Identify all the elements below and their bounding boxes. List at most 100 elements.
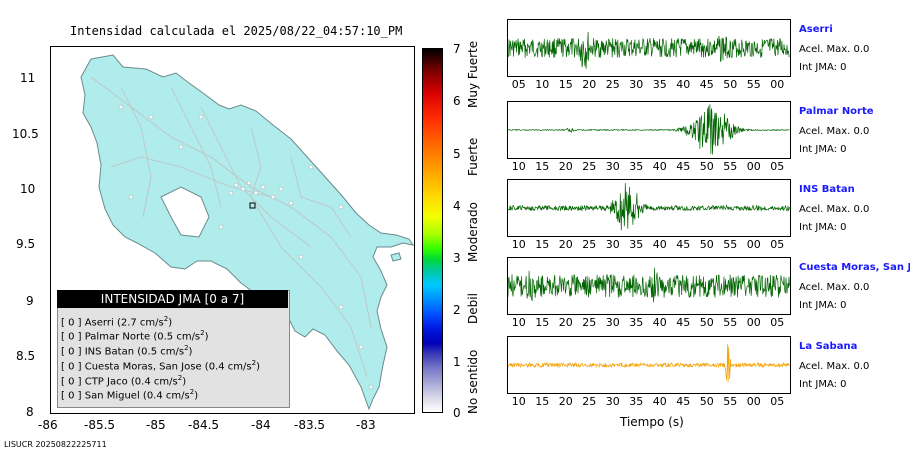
legend-station: San Miguel bbox=[84, 390, 140, 402]
waveform-trace bbox=[508, 183, 790, 231]
station-jma: Int JMA: 0 bbox=[799, 62, 847, 73]
waveform-tick-label: 25 bbox=[582, 395, 597, 408]
map-y-tick: 11 bbox=[20, 71, 36, 85]
legend-value: (0.5 cm/s bbox=[153, 331, 201, 343]
waveform-panel bbox=[507, 179, 791, 237]
legend-station: Palmar Norte bbox=[84, 331, 151, 343]
waveform-tick-label: 35 bbox=[652, 78, 667, 91]
legend-unit-exponent: 2 bbox=[163, 315, 169, 323]
waveform-tick-label: 35 bbox=[629, 238, 644, 251]
scale-category: Debil bbox=[466, 293, 480, 324]
legend-unit-exponent: 2 bbox=[177, 374, 183, 382]
legend-title: INTENSIDAD JMA [0 a 7] bbox=[57, 290, 288, 308]
waveform-plot bbox=[508, 183, 790, 231]
waveform-tick-label: 05 bbox=[511, 78, 526, 91]
legend-close-paren: ) bbox=[182, 376, 187, 388]
legend-station: Aserri bbox=[84, 317, 114, 329]
map-y-tick: 9 bbox=[26, 294, 34, 308]
waveform-tick-label: 20 bbox=[558, 395, 573, 408]
waveform-tick-label: 55 bbox=[723, 160, 738, 173]
station-accel: Acel. Max. 0.0 bbox=[799, 126, 870, 137]
waveform-tick-label: 00 bbox=[770, 78, 785, 91]
waveform-tick-label: 30 bbox=[605, 160, 620, 173]
scale-category: Fuerte bbox=[466, 137, 480, 176]
waveform-tick-label: 45 bbox=[676, 160, 691, 173]
waveform-tick-label: 05 bbox=[770, 395, 785, 408]
legend-value: (0.4 cm/s bbox=[130, 376, 178, 388]
station-name: Palmar Norte bbox=[799, 106, 874, 117]
waveform-tick-label: 30 bbox=[605, 238, 620, 251]
land-area bbox=[80, 54, 414, 411]
waveform-tick-label: 35 bbox=[629, 160, 644, 173]
legend-level: [ 0 ] bbox=[61, 361, 82, 373]
waveform-tick-label: 55 bbox=[723, 238, 738, 251]
scale-number: 0 bbox=[453, 406, 461, 420]
legend-unit-exponent: 2 bbox=[200, 329, 205, 337]
station-name: Cuesta Moras, San Jose bbox=[799, 262, 910, 273]
legend-row: [ 0 ] San Miguel (0.4 cm/s2) bbox=[61, 388, 198, 401]
scale-category: No sentido bbox=[466, 349, 480, 414]
station-accel: Acel. Max. 0.0 bbox=[799, 204, 870, 215]
populated-places bbox=[118, 104, 374, 390]
legend-level: [ 0 ] bbox=[61, 346, 82, 358]
waveform-tick-label: 30 bbox=[605, 395, 620, 408]
legend-value: (0.5 cm/s bbox=[137, 346, 185, 358]
waveform-trace bbox=[508, 344, 790, 383]
waveform-tick-label: 50 bbox=[699, 160, 714, 173]
waveform-plot bbox=[508, 31, 790, 69]
waveform-tick-label: 25 bbox=[582, 238, 597, 251]
waveform-panel bbox=[507, 101, 791, 159]
intensity-colorbar bbox=[422, 48, 443, 413]
map-x-tick: -84 bbox=[251, 418, 271, 432]
waveform-tick-label: 55 bbox=[723, 316, 738, 329]
waveform-plot bbox=[508, 344, 790, 383]
waveform-tick-label: 10 bbox=[511, 395, 526, 408]
waveform-plot bbox=[508, 267, 790, 303]
footer-id: LISUCR 20250822225711 bbox=[4, 440, 107, 449]
waveform-tick-label: 05 bbox=[770, 160, 785, 173]
map-x-tick: -83 bbox=[356, 418, 376, 432]
waveform-tick-label: 40 bbox=[652, 395, 667, 408]
legend-close-paren: ) bbox=[256, 361, 260, 373]
legend-row: [ 0 ] INS Batan (0.5 cm/s2) bbox=[61, 344, 192, 357]
waveform-tick-label: 40 bbox=[652, 238, 667, 251]
legend-station: INS Batan bbox=[84, 346, 135, 358]
map-x-tick: -84.5 bbox=[188, 418, 220, 432]
waveform-tick-label: 40 bbox=[652, 316, 667, 329]
scale-number: 2 bbox=[453, 303, 461, 317]
waveform-tick-label: 40 bbox=[676, 78, 691, 91]
station-name: Aserri bbox=[799, 24, 833, 35]
waveform-tick-label: 45 bbox=[676, 316, 691, 329]
waveform-tick-label: 30 bbox=[629, 78, 644, 91]
scale-number: 1 bbox=[453, 355, 461, 369]
waveform-tick-label: 25 bbox=[605, 78, 620, 91]
map-x-tick: -85 bbox=[146, 418, 166, 432]
waveform-tick-label: 10 bbox=[535, 78, 550, 91]
scale-number: 6 bbox=[453, 94, 461, 108]
waveform-panel bbox=[507, 336, 791, 394]
waveform-tick-label: 15 bbox=[558, 78, 573, 91]
epicenter-marker bbox=[249, 202, 256, 209]
station-jma: Int JMA: 0 bbox=[799, 379, 847, 390]
scale-number: 7 bbox=[453, 42, 461, 56]
legend-value: (0.4 cm/s bbox=[204, 361, 252, 373]
waveform-tick-label: 45 bbox=[676, 238, 691, 251]
map-x-tick: -83.5 bbox=[294, 418, 326, 432]
waveform-tick-label: 00 bbox=[746, 160, 761, 173]
map-title: Intensidad calculada el 2025/08/22_04:57… bbox=[70, 24, 403, 38]
legend-level: [ 0 ] bbox=[61, 331, 82, 343]
station-accel: Acel. Max. 0.0 bbox=[799, 361, 870, 372]
legend-row: [ 0 ] CTP Jaco (0.4 cm/s2) bbox=[61, 374, 186, 387]
waveform-tick-label: 25 bbox=[582, 160, 597, 173]
waveform-tick-label: 50 bbox=[699, 395, 714, 408]
legend-close-paren: ) bbox=[168, 317, 173, 329]
map-y-tick: 9.5 bbox=[16, 237, 36, 251]
map-y-tick: 10 bbox=[20, 182, 36, 196]
legend-row: [ 0 ] Cuesta Moras, San Jose (0.4 cm/s2) bbox=[61, 359, 260, 372]
station-accel: Acel. Max. 0.0 bbox=[799, 44, 870, 55]
waveform-tick-label: 00 bbox=[746, 316, 761, 329]
map-svg bbox=[80, 54, 414, 411]
legend-value: (0.4 cm/s bbox=[142, 390, 190, 402]
station-accel: Acel. Max. 0.0 bbox=[799, 282, 870, 293]
legend-close-paren: ) bbox=[204, 331, 209, 343]
